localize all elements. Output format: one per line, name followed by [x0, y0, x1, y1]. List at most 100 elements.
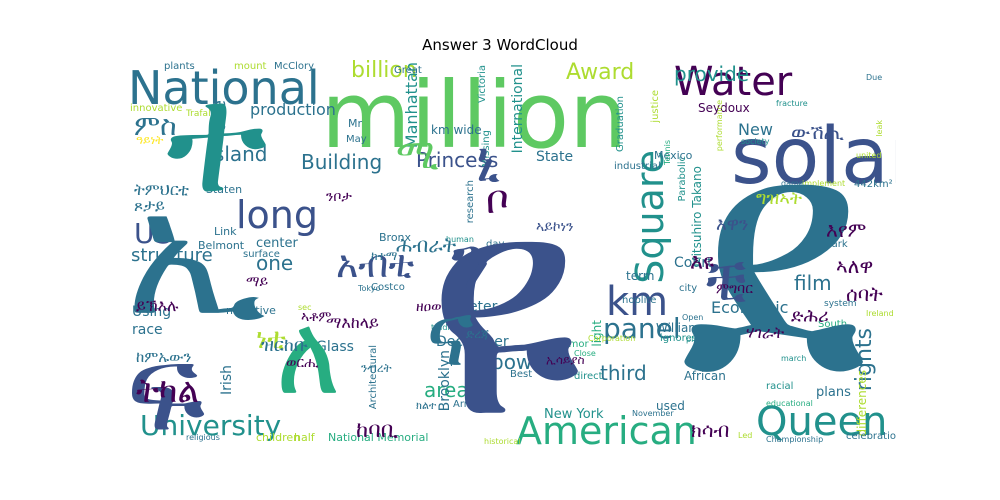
cloud-word: December [436, 334, 509, 350]
cloud-word: race [132, 322, 163, 338]
cloud-word: ቺ [706, 245, 747, 315]
cloud-word: Led [738, 431, 753, 440]
cloud-word: justice [650, 90, 661, 123]
cloud-word: area [424, 378, 469, 402]
cloud-word: ድረጃ [466, 327, 489, 341]
cloud-word: 442km² [854, 179, 893, 190]
cloud-word: Peter [461, 299, 498, 315]
word-cloud: millionsolarNationalWaterSquareAmericanQ… [126, 60, 896, 445]
cloud-word: ሚ [396, 132, 439, 178]
cloud-word: half [294, 431, 315, 444]
cloud-word: Irish [219, 365, 235, 395]
cloud-word: Park [826, 239, 848, 250]
cloud-word: one [256, 251, 294, 275]
cloud-word: direct [574, 371, 603, 382]
cloud-word: educational [766, 399, 813, 408]
cloud-word: mount [234, 61, 267, 72]
cloud-word: ኢሳይያስ [546, 353, 585, 367]
cloud-word: Best [510, 369, 533, 380]
cloud-word: Tokyo [358, 284, 381, 293]
cloud-word: production [250, 100, 336, 119]
cloud-word: celebration [846, 431, 896, 442]
cloud-word: innovative [130, 103, 183, 114]
cloud-word: ኣቶም [301, 309, 332, 325]
cloud-word: city [679, 283, 698, 294]
cloud-word: ምግባር [716, 281, 753, 297]
cloud-word: million [321, 62, 628, 169]
cloud-word: provide [674, 62, 750, 86]
cloud-word: racial [766, 381, 794, 392]
cloud-word: እዋን [716, 214, 749, 235]
cloud-word: km [606, 279, 669, 325]
cloud-word: Great [394, 65, 422, 76]
cloud-word: ኢ [126, 156, 266, 354]
cloud-word: ውሽጢ [791, 120, 844, 144]
cloud-word: ከተማ [371, 249, 398, 263]
cloud-word: Bronx [379, 231, 412, 244]
cloud-word: billion [351, 60, 417, 83]
cloud-word: day [486, 239, 505, 250]
cloud-word: historical [484, 437, 521, 446]
cloud-word: industrial [614, 161, 661, 172]
cloud-word: African [684, 369, 726, 383]
cloud-word: State [536, 149, 574, 165]
cloud-word: ዝርከቡ [261, 335, 308, 356]
cloud-word: united [856, 151, 882, 160]
cloud-word: Award [566, 60, 635, 85]
cloud-word: ማእከላይ [326, 313, 379, 332]
cloud-word: ግዝኣት [756, 188, 803, 209]
cloud-word: ሃገራት [746, 323, 785, 342]
cloud-word: ዓይነት [136, 133, 164, 147]
cloud-word: Close [574, 349, 596, 358]
cloud-word: ሕብራት [396, 233, 457, 257]
cloud-word: Building [301, 150, 383, 174]
cloud-word: New York [544, 407, 604, 422]
cloud-word: implement [802, 179, 846, 188]
cloud-word: ጾታይ [134, 196, 165, 215]
cloud-word: ንቦታ [326, 189, 352, 205]
cloud-word: solar [731, 112, 896, 202]
cloud-word: University [140, 409, 282, 442]
cloud-word: ከምኡውን [136, 348, 192, 366]
cloud-word: term [626, 269, 655, 283]
cloud-word: ትካል [136, 371, 200, 411]
cloud-word: center [256, 236, 298, 251]
cloud-word: Architectural [368, 345, 379, 410]
cloud-word: km wide [431, 123, 482, 137]
cloud-word: hoplite [622, 295, 657, 306]
cloud-word: Ireland [866, 309, 894, 318]
cloud-word: November [632, 409, 674, 418]
cloud-word: Water [674, 60, 793, 105]
cloud-word: New [738, 120, 773, 139]
cloud-word: Link [214, 225, 237, 238]
cloud-word: ክሳብ [691, 418, 730, 442]
cloud-word: ኣይኮነን [536, 219, 574, 235]
cloud-word: Championship [766, 435, 824, 444]
cloud-word: ነቲ [256, 322, 287, 355]
cloud-word: Army [453, 399, 480, 410]
cloud-word: narrative [226, 304, 276, 317]
cloud-word: South [818, 319, 848, 330]
cloud-word: Graduation [615, 96, 626, 152]
cloud-word: ወርሒ [286, 355, 319, 371]
cloud-word: Mr [348, 117, 363, 130]
cloud-word: McClory [274, 61, 315, 72]
cloud-word: American [516, 409, 697, 445]
cloud-word: ከባቢ [356, 418, 399, 443]
cloud-word: film [794, 271, 832, 295]
cloud-word: ዩ [426, 126, 581, 446]
page-title: Answer 3 WordCloud [422, 36, 578, 54]
cloud-word: ድሕሪ [791, 306, 829, 327]
cloud-word: Economic [711, 298, 789, 317]
cloud-word: cool [731, 219, 752, 230]
cloud-word: children [256, 431, 301, 444]
cloud-word: Tennis [663, 140, 672, 165]
cloud-word: Open [682, 313, 704, 322]
cloud-word: አብቲ [336, 242, 415, 286]
cloud-word: Costco [371, 282, 405, 293]
cloud-word: Queen [756, 399, 888, 445]
cloud-word: plants [164, 61, 195, 72]
cloud-word: US [134, 217, 173, 250]
cloud-word: ተ [166, 60, 268, 227]
cloud-word: play [686, 335, 703, 344]
